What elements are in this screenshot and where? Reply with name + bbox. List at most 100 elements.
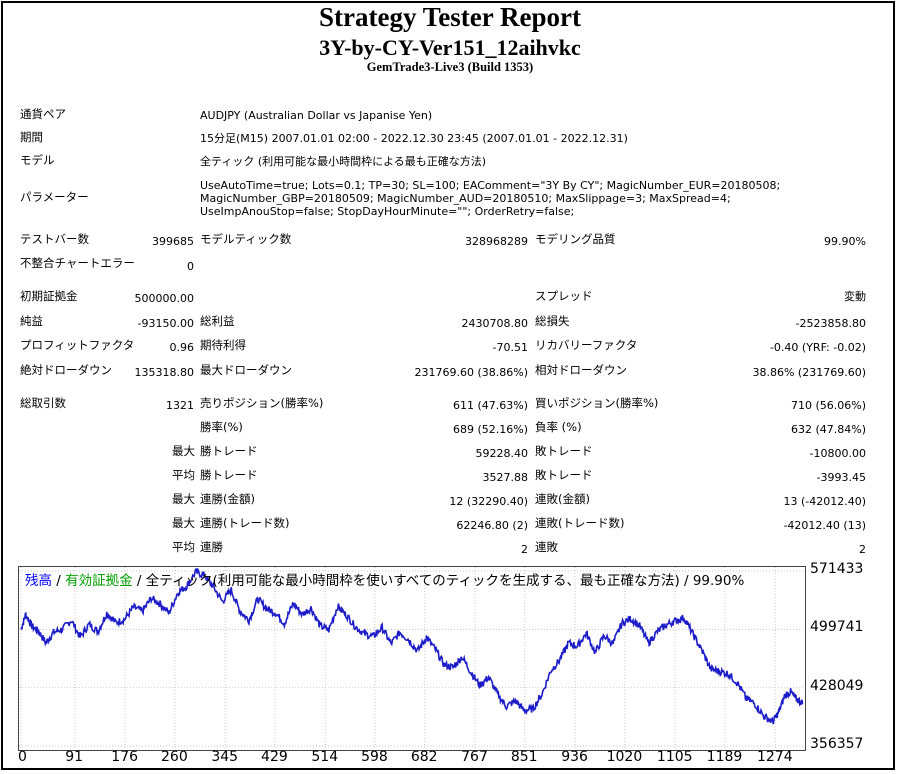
loss-rate-label: 負率 (%) bbox=[535, 420, 582, 434]
pf-value: 0.96 bbox=[169, 341, 195, 354]
chart-legend: 残高 / 有効証拠金 / 全ティック(利用可能な最小時間枠を使いすべてのティック… bbox=[25, 569, 744, 589]
largest-prefix: 最大 bbox=[172, 444, 195, 458]
consec-loss-money-label: 連敗(金額) bbox=[535, 492, 590, 506]
ea-name: 3Y-by-CY-Ver151_12aihvkc bbox=[319, 35, 581, 60]
bars-label: テストバー数 bbox=[20, 232, 89, 246]
model-value: 全ティック (利用可能な最小時間枠による最も正確な方法) bbox=[200, 155, 487, 168]
report-title: Strategy Tester Report bbox=[319, 2, 581, 32]
y-tick-label: 356357 bbox=[810, 736, 864, 752]
consec-win-money-value: 12 (32290.40) bbox=[449, 495, 528, 508]
x-tick-label: 0 bbox=[18, 749, 27, 765]
avg-loss-label: 敗トレード bbox=[535, 468, 593, 482]
avg-loss-value: -3993.45 bbox=[816, 471, 866, 484]
rel-dd-label: 相対ドローダウン bbox=[535, 363, 627, 377]
gross-profit-label: 総利益 bbox=[200, 314, 235, 328]
avg-consec-prefix: 平均 bbox=[172, 540, 195, 554]
x-tick-label: 260 bbox=[161, 749, 188, 765]
max-dd-label: 最大ドローダウン bbox=[200, 363, 292, 377]
max-dd-value: 231769.60 (38.86%) bbox=[414, 366, 528, 379]
y-tick-label: 571433 bbox=[810, 561, 864, 577]
consec-loss-trades-value: -42012.40 (13) bbox=[783, 519, 866, 532]
abs-dd-label: 絶対ドローダウン bbox=[20, 363, 112, 377]
balance-chart-svg bbox=[19, 567, 805, 750]
balance-series-line bbox=[20, 567, 804, 725]
x-tick-label: 598 bbox=[361, 749, 388, 765]
x-tick-label: 514 bbox=[311, 749, 339, 765]
consec-profit-label: 連勝(トレード数) bbox=[200, 516, 290, 530]
avg-consec-win-label: 連勝 bbox=[200, 540, 223, 554]
avg-consec-loss-value: 2 bbox=[859, 543, 866, 556]
ticks-label: モデルティック数 bbox=[200, 232, 292, 246]
rel-dd-value: 38.86% (231769.60) bbox=[752, 366, 866, 379]
deposit-label: 初期証拠金 bbox=[20, 289, 78, 303]
x-tick-label: 851 bbox=[510, 749, 538, 765]
deposit-value: 500000.00 bbox=[134, 292, 195, 305]
avg-win-label: 勝トレード bbox=[200, 468, 258, 482]
spread-value: 変動 bbox=[844, 290, 866, 303]
gross-loss-value: -2523858.80 bbox=[795, 317, 866, 330]
consec-trades-prefix: 最大 bbox=[172, 516, 195, 530]
x-tick-label: 345 bbox=[211, 749, 239, 765]
avg-win-value: 3527.88 bbox=[482, 471, 529, 484]
x-tick-label: 176 bbox=[111, 749, 139, 765]
server-name: GemTrade3-Live3 (Build 1353) bbox=[366, 60, 534, 74]
model-label: モデル bbox=[20, 153, 55, 167]
legend-equity: 有効証拠金 bbox=[65, 573, 133, 589]
params-value: UseAutoTime=true; Lots=0.1; TP=30; SL=10… bbox=[200, 179, 781, 218]
largest-win-value: 59228.40 bbox=[475, 447, 529, 460]
net-label: 純益 bbox=[20, 314, 43, 328]
consec-win-money-label: 連勝(金額) bbox=[200, 492, 255, 506]
abs-dd-value: 135318.80 bbox=[134, 366, 195, 379]
period-label: 期間 bbox=[20, 130, 43, 144]
quality-label: モデリング品質 bbox=[535, 232, 616, 246]
x-tick-label: 429 bbox=[261, 749, 288, 765]
long-value: 710 (56.06%) bbox=[790, 399, 866, 412]
expected-label: 期待利得 bbox=[200, 338, 246, 352]
period-value: 15分足(M15) 2007.01.01 02:00 - 2022.12.30 … bbox=[200, 132, 628, 145]
expected-value: -70.51 bbox=[492, 341, 528, 354]
mismatch-value: 0 bbox=[187, 260, 194, 273]
short-label: 売りポジション(勝率%) bbox=[200, 396, 324, 410]
total-trades-label: 総取引数 bbox=[20, 396, 66, 410]
win-rate-label: 勝率(%) bbox=[200, 420, 243, 434]
bars-value: 399685 bbox=[152, 235, 194, 248]
legend-separator-2: / bbox=[132, 573, 146, 589]
x-tick-label: 1105 bbox=[656, 749, 693, 765]
mismatch-label: 不整合チャートエラー bbox=[20, 256, 135, 270]
legend-model: 全ティック(利用可能な最小時間枠を使いすべてのティックを生成する、最も正確な方法… bbox=[145, 573, 745, 589]
largest-loss-value: -10800.00 bbox=[809, 447, 866, 460]
loss-rate-value: 632 (47.84%) bbox=[790, 423, 866, 436]
pf-label: プロフィットファクタ bbox=[20, 338, 135, 352]
x-tick-label: 767 bbox=[461, 749, 488, 765]
x-tick-label: 91 bbox=[65, 749, 84, 765]
avg-consec-win-value: 2 bbox=[521, 543, 528, 556]
symbol-label: 通貨ペア bbox=[20, 107, 66, 121]
params-label: パラメーター bbox=[20, 190, 89, 204]
avg-consec-loss-label: 連敗 bbox=[535, 540, 558, 554]
largest-loss-label: 敗トレード bbox=[535, 444, 593, 458]
x-tick-label: 1189 bbox=[706, 749, 743, 765]
balance-chart bbox=[18, 566, 806, 751]
recovery-label: リカバリーファクタ bbox=[535, 338, 638, 352]
short-value: 611 (47.63%) bbox=[452, 399, 528, 412]
total-trades-value: 1321 bbox=[166, 399, 194, 412]
consec-profit-value: 62246.80 (2) bbox=[456, 519, 528, 532]
x-tick-label: 1020 bbox=[606, 749, 643, 765]
net-value: -93150.00 bbox=[137, 317, 194, 330]
gross-loss-label: 総損失 bbox=[535, 314, 570, 328]
long-label: 買いポジション(勝率%) bbox=[535, 396, 659, 410]
avg-prefix: 平均 bbox=[172, 468, 195, 482]
quality-value: 99.90% bbox=[824, 235, 866, 248]
spread-label: スプレッド bbox=[535, 289, 593, 303]
symbol-value: AUDJPY (Australian Dollar vs Japanise Ye… bbox=[200, 109, 433, 122]
recovery-value: -0.40 (YRF: -0.02) bbox=[769, 341, 866, 354]
x-tick-label: 682 bbox=[410, 749, 438, 765]
y-tick-label: 428049 bbox=[810, 677, 864, 694]
largest-win-label: 勝トレード bbox=[200, 444, 258, 458]
ticks-value: 328968289 bbox=[465, 235, 528, 248]
x-tick-label: 936 bbox=[561, 749, 588, 765]
legend-balance: 残高 bbox=[25, 573, 52, 589]
y-tick-label: 499741 bbox=[810, 619, 864, 636]
consec-loss-money-value: 13 (-42012.40) bbox=[783, 495, 866, 508]
win-rate-value: 689 (52.16%) bbox=[452, 423, 528, 436]
